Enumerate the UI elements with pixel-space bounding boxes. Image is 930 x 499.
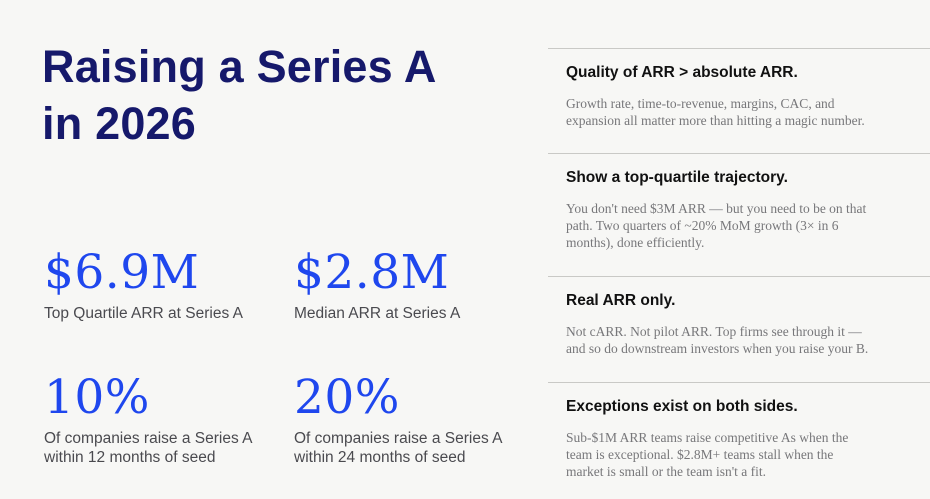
key-point-body-line: expansion all matter more than hitting a… [566,113,865,128]
key-point-body-line: Sub-$1M ARR teams raise competitive As w… [566,430,849,445]
key-point-heading: Show a top-quartile trajectory. [566,169,788,186]
page-title: Raising a Series A in 2026 [42,38,437,152]
stat-label: Top Quartile ARR at Series A [44,304,284,323]
stat-raise-24-months: 20% Of companies raise a Series A within… [294,373,534,467]
stat-raise-12-months: 10% Of companies raise a Series A within… [44,373,284,467]
stat-label-line: Top Quartile ARR at Series A [44,305,244,322]
key-point-body-line: Not cARR. Not pilot ARR. Top firms see t… [566,324,862,339]
key-point-heading: Exceptions exist on both sides. [566,398,798,415]
stat-label: Median ARR at Series A [294,304,534,323]
stat-top-quartile-arr: $6.9M Top Quartile ARR at Series A [44,248,284,323]
key-point-body: Not cARR. Not pilot ARR. Top firms see t… [566,323,922,357]
key-point-body-line: Growth rate, time-to-revenue, margins, C… [566,96,835,111]
key-point-exceptions: Exceptions exist on both sides. Sub-$1M … [548,382,930,497]
key-points-list: Quality of ARR > absolute ARR. Growth ra… [548,48,930,497]
stat-value: $2.8M [294,245,450,300]
key-point-heading: Quality of ARR > absolute ARR. [566,64,798,81]
stat-label-line: Of companies raise a Series A [294,430,503,447]
stat-label-line: within 12 months of seed [44,449,216,466]
key-point-body-line: market is small or the team isn't a fit. [566,464,767,479]
key-point-quality-of-arr: Quality of ARR > absolute ARR. Growth ra… [548,48,930,153]
stat-label-line: within 24 months of seed [294,449,466,466]
key-point-body-line: path. Two quarters of ~20% MoM growth (3… [566,218,839,233]
page-title-line-2: in 2026 [42,98,197,149]
stat-label: Of companies raise a Series A within 24 … [294,429,534,467]
key-point-body-line: and so do downstream investors when you … [566,341,869,356]
key-point-top-quartile-trajectory: Show a top-quartile trajectory. You don'… [548,153,930,276]
stat-median-arr: $2.8M Median ARR at Series A [294,248,534,323]
key-point-body: Sub-$1M ARR teams raise competitive As w… [566,429,922,480]
stat-value: 10% [44,370,150,425]
key-point-body-line: months), done efficiently. [566,235,705,250]
page-title-line-1: Raising a Series A [42,41,437,92]
key-point-body-line: You don't need $3M ARR — but you need to… [566,201,867,216]
stat-label-line: Of companies raise a Series A [44,430,253,447]
key-point-real-arr-only: Real ARR only. Not cARR. Not pilot ARR. … [548,276,930,382]
stat-value: $6.9M [44,245,200,300]
stat-label-line: Median ARR at Series A [294,305,461,322]
stat-label: Of companies raise a Series A within 12 … [44,429,284,467]
key-point-body: Growth rate, time-to-revenue, margins, C… [566,95,922,129]
key-point-body-line: team is exceptional. $2.8M+ teams stall … [566,447,834,462]
key-point-body: You don't need $3M ARR — but you need to… [566,200,922,251]
key-point-heading: Real ARR only. [566,292,676,309]
stat-value: 20% [294,370,400,425]
